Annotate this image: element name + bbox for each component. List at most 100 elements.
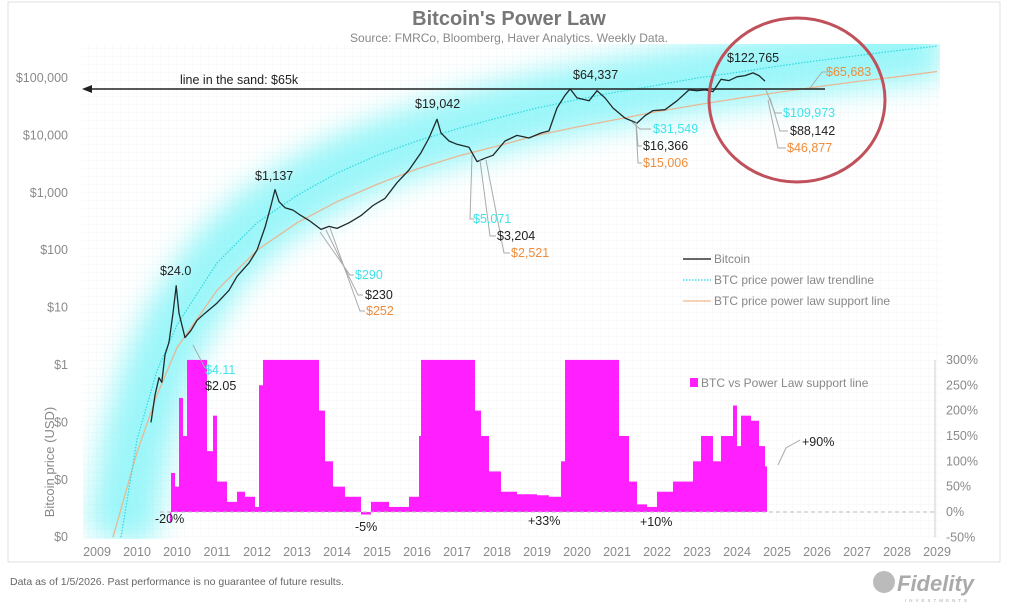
legend: Bitcoin BTC price power law trendline BT…	[683, 252, 890, 390]
ratio-bar	[237, 491, 245, 512]
annotation-2015-price: $230	[365, 288, 393, 302]
ratio-bar	[171, 472, 175, 512]
x-tick-label: 2021	[603, 545, 631, 559]
annotation-peak-2017: $19,042	[415, 97, 460, 111]
y2-tick-label: 100%	[946, 454, 978, 468]
y-tick-label: $1	[54, 358, 68, 372]
y-tick-label: $1,000	[30, 186, 68, 200]
ratio-bar	[517, 494, 537, 512]
ratio-bar	[281, 359, 297, 512]
annotation-peak-2025: $122,765	[727, 51, 779, 65]
ratio-bar	[751, 420, 759, 512]
y2-tick-label: 150%	[946, 429, 978, 443]
ratio-bar	[647, 506, 657, 512]
ratio-bar	[245, 496, 255, 512]
ratio-bar	[319, 410, 325, 512]
chart-title: Bitcoin's Power Law	[412, 8, 606, 30]
x-tick-label: 2027	[843, 545, 871, 559]
ratio-bar	[389, 506, 409, 512]
ratio-bar	[227, 501, 237, 512]
x-tick-label: 2012	[243, 545, 271, 559]
annotation-2011-price: $2.05	[205, 379, 236, 393]
ratio-bar	[589, 359, 613, 512]
annotation-pct-2019: +33%	[528, 514, 560, 528]
highlight-circle	[707, 16, 887, 184]
ratio-bar	[501, 491, 517, 512]
ratio-bar	[619, 435, 629, 512]
legend-swatch-ratio	[690, 378, 698, 387]
fidelity-logo-sub: INVESTMENTS	[905, 598, 970, 603]
annotation-peak-2021: $64,337	[573, 68, 618, 82]
ratio-bar	[613, 359, 619, 512]
annotation-2015-trend: $290	[355, 268, 383, 282]
annotation-now-support: $46,877	[787, 141, 832, 155]
annotation-leaders	[192, 71, 828, 466]
ratio-bar	[637, 504, 647, 512]
x-tick-label: 2029	[923, 545, 951, 559]
x-tick-label: 2025	[763, 545, 791, 559]
legend-bitcoin: Bitcoin	[714, 252, 750, 266]
x-tick-label: 2017	[443, 545, 471, 559]
y-tick-label: $10,000	[23, 128, 68, 142]
ratio-bar	[437, 359, 453, 512]
x-tick-label: 2026	[803, 545, 831, 559]
ratio-bar	[561, 461, 565, 512]
annotation-2011-trend: $4.11	[205, 363, 235, 377]
ratio-bar	[333, 486, 345, 512]
ratio-bar	[255, 506, 259, 512]
y-tick-label: $100	[40, 243, 68, 257]
annotation-2022-support: $15,006	[643, 156, 688, 170]
ratio-bar	[693, 461, 701, 512]
footer-disclaimer: Data as of 1/5/2026. Past performance is…	[10, 576, 344, 588]
ratio-bar	[169, 512, 172, 523]
y-tick-label: $0	[54, 415, 68, 429]
annotation-2022-trend: $31,549	[653, 122, 698, 136]
ratio-bar	[657, 491, 673, 512]
x-tick-label: 2010	[163, 545, 191, 559]
y2-tick-label: -50%	[946, 530, 975, 544]
annotation-pct-2015: -5%	[355, 520, 377, 534]
ratio-bar	[737, 446, 741, 512]
x-tick-label: 2009	[83, 545, 111, 559]
ratio-bar	[489, 471, 501, 512]
annotation-pct-2022: +10%	[640, 515, 672, 529]
ratio-bar	[409, 496, 419, 512]
x-tick-label: 2020	[563, 545, 591, 559]
annotation-now-trend: $109,973	[783, 106, 835, 120]
x-tick-label: 2019	[523, 545, 551, 559]
ratio-bar	[701, 435, 713, 512]
x-tick-label: 2014	[323, 545, 351, 559]
ratio-bar	[371, 501, 389, 512]
fidelity-logo-mark	[873, 571, 895, 593]
ratio-bar	[263, 359, 281, 512]
ratio-bar	[187, 359, 197, 512]
ratio-bar	[481, 435, 489, 512]
x-tick-label: 2015	[363, 545, 391, 559]
ratio-bar	[549, 496, 561, 512]
arrow-head-icon	[82, 85, 92, 93]
annotation-pct-now: +90%	[802, 435, 834, 449]
x-tick-label: 2022	[643, 545, 671, 559]
x-tick-label: 2024	[723, 545, 751, 559]
line-in-the-sand-label: line in the sand: $65k	[180, 73, 299, 87]
ratio-bar	[721, 435, 733, 512]
ratio-bar	[217, 481, 227, 512]
legend-trend: BTC price power law trendline	[714, 273, 874, 287]
y-tick-label: $0	[54, 530, 68, 544]
support-line	[112, 70, 938, 538]
x-tick-label: 2023	[683, 545, 711, 559]
ratio-bar	[741, 415, 751, 512]
y2-tick-label: 0%	[946, 505, 964, 519]
ratio-bar	[183, 435, 187, 512]
bitcoin-price-line	[150, 72, 766, 423]
annotation-2022-price: $16,366	[643, 139, 688, 153]
ratio-bar	[759, 446, 765, 512]
ratio-bar	[315, 359, 319, 512]
y-tick-label: $10	[47, 301, 68, 315]
y2-tick-label: 300%	[946, 353, 978, 367]
annotation-peak-2010: $24.0	[160, 264, 191, 278]
annotation-2018-support: $2,521	[511, 246, 549, 260]
annotation-pct-2010: -20%	[155, 512, 184, 526]
annotation-2018-price: $3,204	[497, 229, 535, 243]
